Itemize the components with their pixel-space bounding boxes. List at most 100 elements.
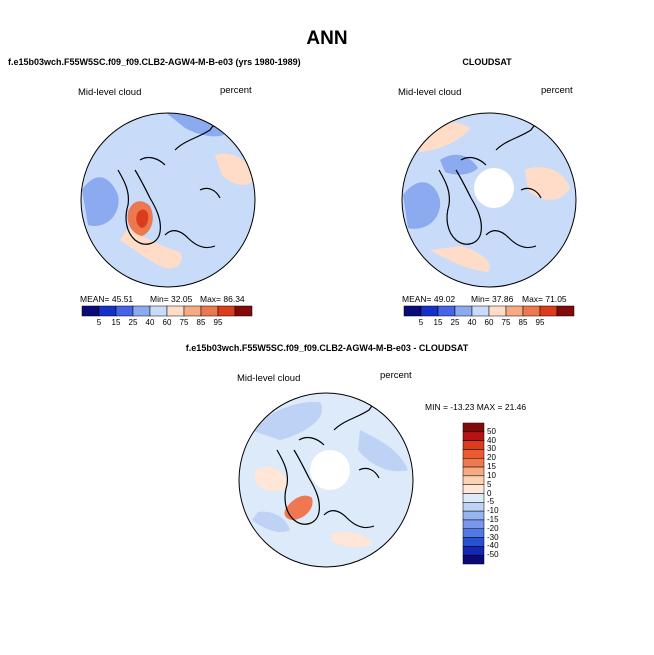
colorbar-swatch: [462, 493, 485, 503]
colorbar-tick-label: 40: [467, 318, 477, 327]
colorbar-swatch: [217, 305, 236, 317]
panel-3-region-pole-missing: [310, 450, 350, 490]
panel-2-max: Max= 71.05: [522, 294, 567, 304]
panel-2-units-label: percent: [541, 85, 573, 96]
colorbar-swatch: [462, 440, 485, 450]
panel-1-map: [80, 112, 256, 288]
colorbar-tick-label: 60: [484, 318, 494, 327]
panel-3-colorbar-ticks: 50 40 30 20 15 10 5 0 -5 -10 -15 -20 -30 -40 -50: [487, 426, 527, 568]
colorbar-swatch: [98, 305, 117, 317]
colorbar-swatch: [462, 502, 485, 512]
colorbar-tick-label: 15: [111, 318, 121, 327]
colorbar-tick-label: -50: [487, 550, 499, 560]
colorbar-swatch: [462, 510, 485, 521]
colorbar-tick-label: 40: [145, 318, 155, 327]
colorbar-tick-label: 95: [213, 318, 223, 327]
colorbar-swatch: [420, 305, 439, 317]
colorbar-tick-label: -10: [487, 506, 499, 516]
panel-3-region-band-blue: [250, 401, 408, 532]
colorbar-swatch: [462, 475, 485, 485]
panel-1-units-label: percent: [220, 85, 252, 96]
colorbar-tick-label: 50: [487, 426, 496, 436]
colorbar-tick-label: 60: [162, 318, 172, 327]
colorbar-tick-label: 15: [433, 318, 443, 327]
panel-1-region-greenland-peak: [136, 209, 149, 228]
colorbar-swatch: [81, 305, 100, 317]
colorbar-swatch: [234, 305, 253, 317]
colorbar-tick-label: -5: [487, 497, 495, 507]
panel-1-mean: MEAN= 45.51: [80, 294, 134, 304]
colorbar-tick-label: -20: [487, 523, 499, 533]
colorbar-tick-label: 25: [450, 318, 460, 327]
colorbar-swatch: [454, 305, 473, 317]
colorbar-swatch: [462, 546, 485, 556]
colorbar-swatch: [132, 305, 151, 317]
colorbar-swatch: [462, 449, 485, 459]
colorbar-swatch: [462, 458, 485, 468]
panel-3-region-atlantic-warm: [255, 466, 372, 548]
colorbar-tick-label: 10: [487, 470, 496, 480]
colorbar-tick-label: 25: [128, 318, 138, 327]
panel-1-min: Min= 32.05: [150, 294, 193, 304]
panel-3-region-greenland-high: [284, 495, 313, 520]
panel-2-colorbar-ticks: 5 15 25 40 60 75 85 95: [404, 318, 574, 328]
panel-3-colorbar: [462, 422, 485, 565]
colorbar-swatch: [437, 305, 456, 317]
colorbar-swatch: [166, 305, 185, 317]
colorbar-tick-label: -30: [487, 532, 499, 542]
colorbar-tick-label: 75: [501, 318, 511, 327]
page-title: ANN: [306, 28, 348, 49]
colorbar-swatch: [462, 528, 485, 538]
panel-3-map: [238, 392, 414, 568]
colorbar-swatch: [471, 305, 490, 317]
panel-1-colorbar: [81, 305, 253, 317]
colorbar-tick-label: 0: [487, 488, 492, 498]
panel-2-min: Min= 37.86: [471, 294, 514, 304]
colorbar-swatch: [556, 305, 575, 317]
panel-1-variable-label: Mid-level cloud: [78, 87, 142, 98]
colorbar-tick-label: 15: [487, 462, 496, 472]
colorbar-swatch: [522, 305, 541, 317]
colorbar-swatch: [115, 305, 134, 317]
colorbar-tick-label: 95: [535, 318, 545, 327]
panel-2-region-pole-missing: [474, 168, 514, 208]
colorbar-tick-label: 5: [418, 318, 424, 327]
panel-2-map: [401, 112, 577, 288]
panel-2-title: CLOUDSAT: [462, 57, 512, 67]
colorbar-tick-label: 20: [487, 453, 496, 463]
colorbar-swatch: [462, 519, 485, 529]
panel-2-region-band-blue: [403, 154, 478, 229]
panel-2-variable-label: Mid-level cloud: [398, 87, 462, 98]
panel-1-colorbar-ticks: 5 15 25 40 60 75 85 95: [82, 318, 252, 328]
colorbar-tick-label: -15: [487, 514, 499, 524]
colorbar-tick-label: 5: [96, 318, 102, 327]
panel-3-title: f.e15b03wch.F55W5SC.f09_f09.CLB2-AGW4-M-…: [185, 343, 469, 353]
colorbar-swatch: [403, 305, 422, 317]
colorbar-tick-label: 40: [487, 435, 496, 445]
colorbar-swatch: [488, 305, 507, 317]
panel-1-region-siberia-warm: [215, 153, 255, 186]
colorbar-tick-label: 85: [196, 318, 206, 327]
panel-1-region-atlantic-warm: [120, 228, 182, 269]
panel-3-units-label: percent: [380, 370, 412, 381]
colorbar-swatch: [505, 305, 524, 317]
colorbar-tick-label: 85: [518, 318, 528, 327]
colorbar-tick-label: 30: [487, 444, 496, 454]
panel-1-max: Max= 86.34: [200, 294, 245, 304]
colorbar-swatch: [462, 466, 485, 477]
colorbar-swatch: [200, 305, 219, 317]
colorbar-swatch: [462, 554, 485, 565]
panel-3-min-max: MIN = -13.23 MAX = 21.46: [425, 402, 527, 412]
colorbar-swatch: [462, 484, 485, 494]
colorbar-tick-label: 5: [487, 479, 492, 489]
colorbar-swatch: [462, 422, 485, 433]
colorbar-swatch: [462, 431, 485, 441]
colorbar-swatch: [462, 537, 485, 547]
colorbar-swatch: [183, 305, 202, 317]
panel-2-colorbar: [403, 305, 575, 317]
colorbar-tick-label: 75: [179, 318, 189, 327]
panel-1-title: f.e15b03wch.F55W5SC.f09_f09.CLB2-AGW4-M-…: [8, 57, 301, 67]
colorbar-tick-label: -40: [487, 541, 499, 551]
colorbar-swatch: [539, 305, 558, 317]
